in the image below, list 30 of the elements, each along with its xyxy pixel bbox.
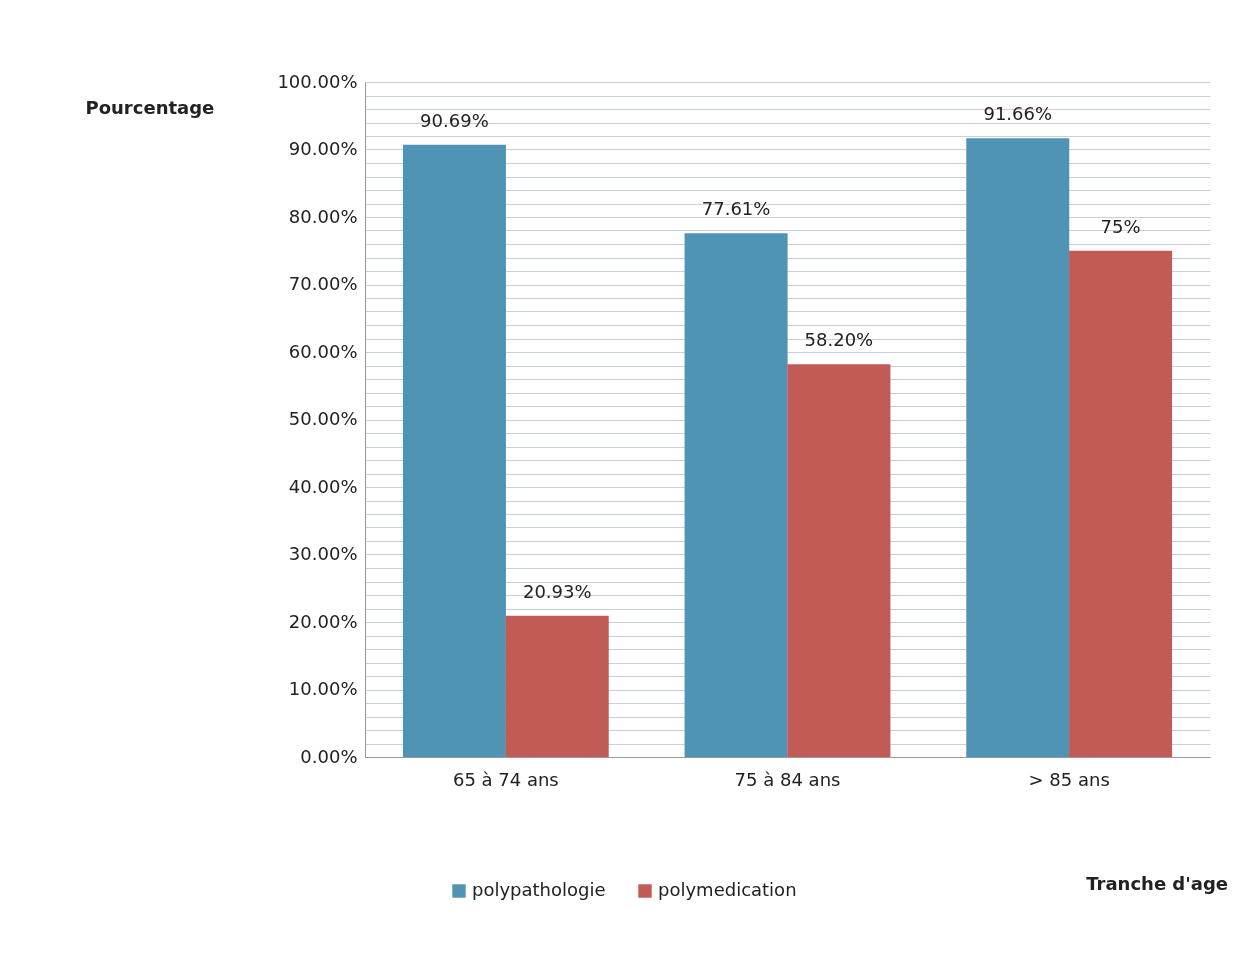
y-tick-label: 70.00% — [288, 273, 358, 294]
bar — [505, 615, 609, 757]
y-tick-label: 40.00% — [288, 475, 358, 497]
data-label: 20.93% — [522, 580, 592, 602]
y-tick-label: 90.00% — [288, 138, 358, 159]
data-label: 75% — [1100, 215, 1141, 237]
y-tick-label: 80.00% — [288, 205, 358, 227]
legend-label: polypathologie — [472, 879, 606, 900]
x-tick-label: 75 à 84 ans — [734, 768, 841, 790]
y-tick-label: 60.00% — [288, 340, 358, 362]
y-tick-label: 20.00% — [288, 610, 358, 632]
y-tick-label: 50.00% — [288, 408, 358, 429]
data-label: 58.20% — [804, 329, 874, 351]
y-tick-label: 0.00% — [300, 745, 358, 767]
y-tick-label: 100.00% — [277, 70, 358, 92]
y-axis-title: Pourcentage — [85, 96, 215, 118]
bar — [966, 138, 1070, 757]
y-tick-label: 10.00% — [288, 678, 358, 699]
x-tick-label: > 85 ans — [1028, 768, 1110, 790]
text: Tranche d'age — [1086, 873, 1228, 894]
y-tick-label: 30.00% — [288, 543, 358, 564]
legend-label: polymedication — [658, 879, 797, 900]
data-label: 91.66% — [983, 103, 1053, 125]
bar — [1069, 250, 1173, 757]
bar — [402, 144, 506, 757]
bar — [684, 233, 788, 757]
data-label: 77.61% — [701, 198, 771, 220]
data-label: 90.69% — [420, 109, 489, 131]
x-tick-label: 65 à 74 ans — [452, 768, 559, 790]
bar — [787, 364, 891, 757]
